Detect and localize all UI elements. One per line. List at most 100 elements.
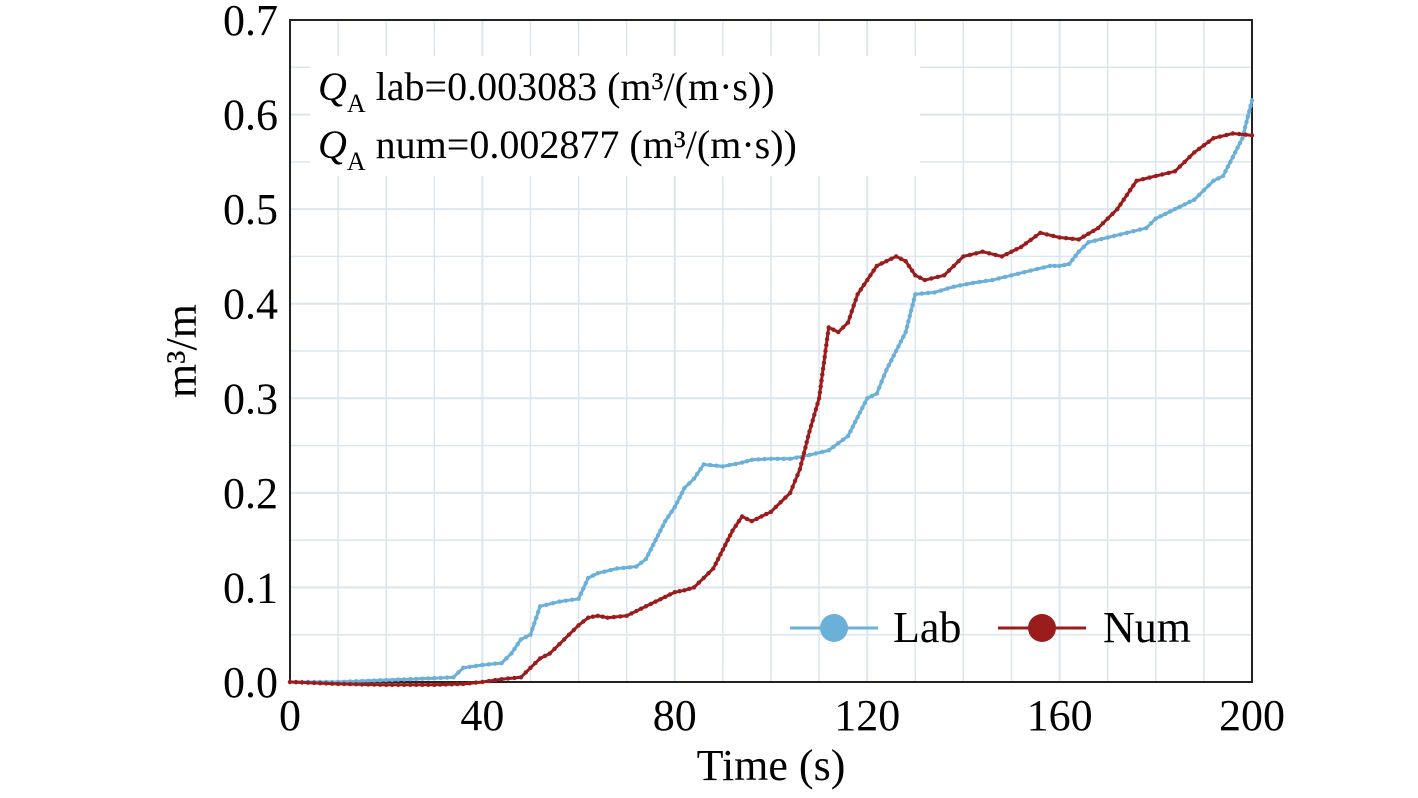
series-point-num	[1115, 206, 1120, 212]
series-point-lab	[1118, 232, 1123, 237]
series-point-lab	[621, 565, 626, 571]
series-point-lab	[583, 581, 588, 586]
series-point-lab	[1182, 202, 1187, 207]
series-point-num	[1051, 233, 1056, 239]
series-point-lab	[1081, 244, 1086, 250]
series-point-lab	[544, 602, 549, 607]
series-point-lab	[528, 632, 533, 637]
series-point-lab	[1242, 125, 1248, 130]
series-point-lab	[889, 358, 894, 363]
series-point-num	[773, 504, 778, 510]
series-point-num	[667, 592, 673, 597]
series-point-num	[733, 523, 738, 529]
series-point-lab	[530, 626, 535, 632]
series-point-num	[1028, 237, 1033, 243]
annotation-num-subscript: A	[347, 147, 366, 176]
series-point-lab	[1216, 176, 1221, 181]
series-point-num	[1187, 154, 1192, 160]
series-point-lab	[402, 677, 407, 682]
legend-num-label: Num	[1103, 603, 1191, 652]
x-tick-label: 40	[460, 691, 504, 740]
series-point-lab	[1158, 214, 1163, 219]
series-point-lab	[1047, 263, 1053, 269]
series-point-num	[727, 533, 733, 538]
series-point-num	[980, 249, 985, 254]
series-point-num	[799, 461, 804, 466]
annotation-num-symbol: Q	[318, 122, 347, 167]
series-point-num	[537, 656, 543, 661]
series-point-lab	[359, 678, 365, 684]
series-point-num	[815, 401, 820, 406]
series-point-lab	[958, 283, 963, 288]
series-point-lab	[499, 660, 504, 666]
series-point-num	[974, 251, 979, 256]
series-point-lab	[848, 429, 853, 434]
series-point-num	[455, 681, 460, 687]
series-point-num	[638, 606, 644, 611]
series-point-lab	[701, 462, 706, 467]
series-point-num	[847, 314, 853, 320]
series-point-lab	[1168, 209, 1173, 214]
series-point-num	[826, 325, 831, 330]
series-point-num	[1086, 231, 1091, 236]
series-point-num	[871, 268, 876, 273]
series-point-num	[595, 613, 600, 618]
series-point-lab	[775, 456, 780, 461]
series-point-num	[1038, 230, 1043, 235]
series-point-num	[347, 681, 353, 687]
series-point-num	[287, 679, 293, 685]
series-point-num	[961, 254, 966, 259]
series-point-num	[967, 252, 972, 258]
series-point-lab	[831, 444, 836, 449]
series-point-num	[1217, 134, 1223, 139]
series-point-num	[922, 277, 928, 283]
series-point-lab	[663, 519, 668, 524]
series-point-lab	[643, 556, 649, 562]
series-point-lab	[862, 400, 867, 406]
y-tick-label: 0.2	[223, 469, 278, 518]
series-point-lab	[493, 661, 498, 666]
y-tick-label: 0.4	[223, 280, 278, 329]
series-point-num	[1095, 225, 1101, 231]
series-point-lab	[534, 615, 539, 620]
series-point-num	[1070, 236, 1075, 241]
series-point-num	[818, 384, 823, 389]
series-point-lab	[1233, 150, 1238, 155]
series-point-lab	[518, 637, 524, 642]
series-point-num	[845, 320, 851, 325]
series-point-num	[1211, 136, 1216, 141]
series-point-num	[820, 372, 825, 377]
series-point-num	[713, 561, 718, 566]
series-point-lab	[739, 460, 745, 465]
series-point-lab	[840, 437, 846, 442]
series-point-lab	[853, 419, 858, 425]
legend-lab-marker	[820, 614, 848, 642]
series-point-lab	[563, 598, 568, 603]
series-point-lab	[1092, 238, 1098, 243]
series-point-lab	[384, 677, 389, 683]
series-point-lab	[1244, 119, 1249, 125]
series-point-num	[1063, 235, 1069, 241]
legend-num-marker	[1028, 614, 1056, 642]
series-point-num	[499, 677, 504, 682]
series-point-lab	[913, 292, 918, 297]
series-point-lab	[919, 291, 924, 296]
series-point-num	[1134, 178, 1139, 183]
series-point-lab	[906, 319, 911, 324]
series-point-num	[1172, 169, 1178, 174]
plot-frame	[289, 19, 1253, 683]
series-point-lab	[366, 678, 371, 683]
series-point-lab	[486, 662, 491, 667]
y-tick-label: 0.1	[223, 563, 278, 612]
series-point-lab	[707, 462, 713, 468]
series-point-lab	[509, 651, 514, 656]
series-point-num	[1224, 132, 1229, 138]
series-point-num	[687, 586, 692, 591]
x-tick-label: 160	[1027, 691, 1093, 740]
series-point-num	[1206, 139, 1211, 144]
series-point-num	[426, 682, 431, 687]
series-point-num	[792, 478, 798, 484]
series-point-lab	[836, 441, 841, 446]
series-point-lab	[432, 676, 437, 681]
